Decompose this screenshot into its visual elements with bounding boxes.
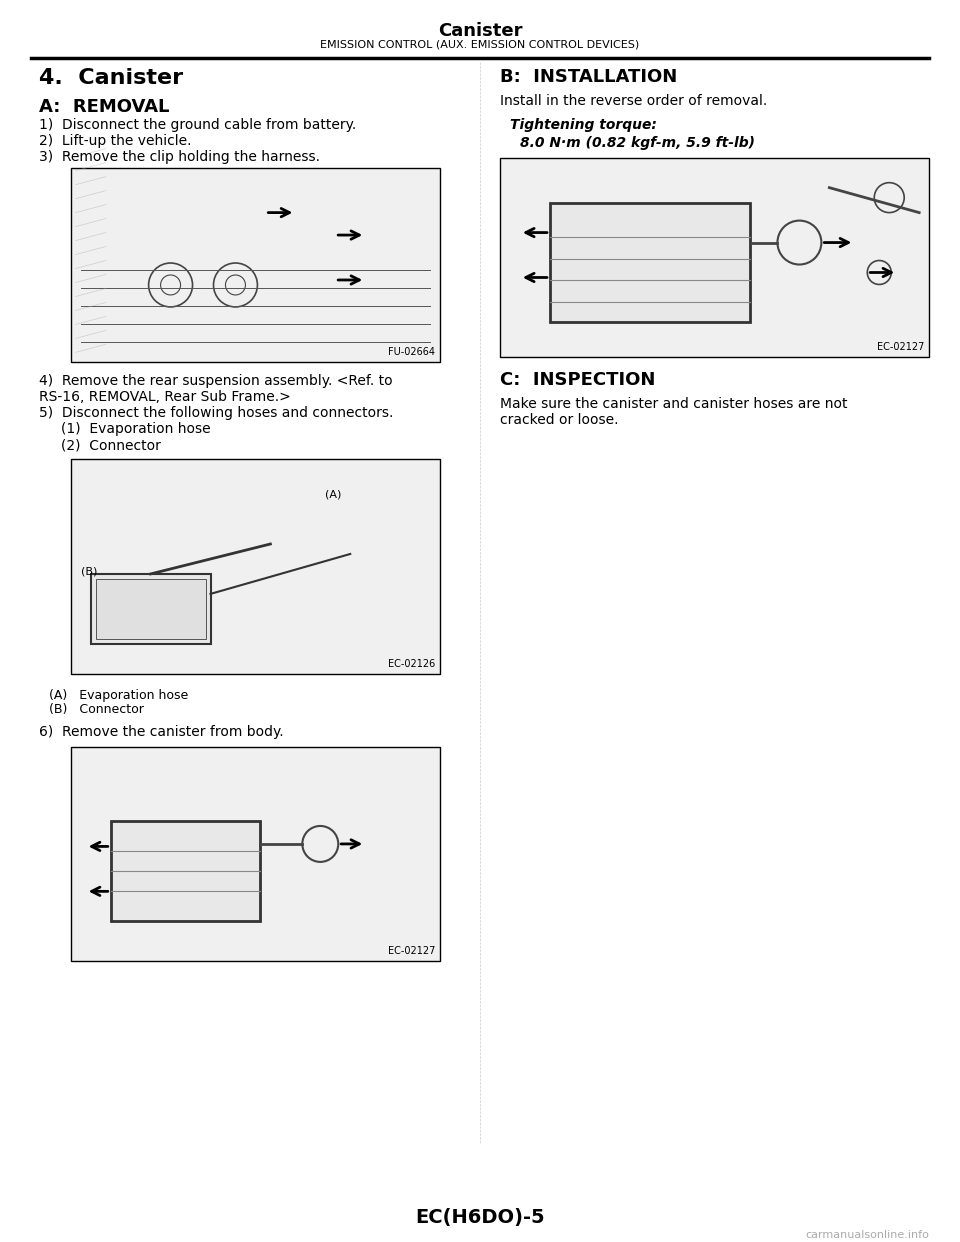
Bar xyxy=(110,821,260,922)
Text: 6)  Remove the canister from body.: 6) Remove the canister from body. xyxy=(38,724,283,739)
Text: Canister: Canister xyxy=(438,22,522,40)
Text: EC-02127: EC-02127 xyxy=(876,343,924,353)
Text: 5)  Disconnect the following hoses and connectors.: 5) Disconnect the following hoses and co… xyxy=(38,406,394,420)
Text: (A)   Evaporation hose: (A) Evaporation hose xyxy=(49,689,188,702)
Bar xyxy=(91,574,210,643)
Text: (1)  Evaporation hose: (1) Evaporation hose xyxy=(38,422,210,436)
Text: cracked or loose.: cracked or loose. xyxy=(500,414,618,427)
Text: 4)  Remove the rear suspension assembly. <Ref. to: 4) Remove the rear suspension assembly. … xyxy=(38,374,393,389)
Text: EMISSION CONTROL (AUX. EMISSION CONTROL DEVICES): EMISSION CONTROL (AUX. EMISSION CONTROL … xyxy=(321,40,639,50)
Bar xyxy=(500,158,929,358)
Text: (A): (A) xyxy=(325,489,342,499)
Text: EC-02126: EC-02126 xyxy=(388,658,435,668)
Text: 1)  Disconnect the ground cable from battery.: 1) Disconnect the ground cable from batt… xyxy=(38,118,356,132)
Bar xyxy=(71,168,440,363)
Text: B:  INSTALLATION: B: INSTALLATION xyxy=(500,68,677,86)
Text: C:  INSPECTION: C: INSPECTION xyxy=(500,371,656,389)
Bar xyxy=(71,460,440,673)
Bar xyxy=(71,746,440,961)
Text: 4.  Canister: 4. Canister xyxy=(38,68,183,88)
Text: Make sure the canister and canister hoses are not: Make sure the canister and canister hose… xyxy=(500,397,848,411)
Text: A:  REMOVAL: A: REMOVAL xyxy=(38,98,169,116)
Bar xyxy=(96,579,205,638)
Text: FU-02664: FU-02664 xyxy=(388,348,435,358)
Text: 2)  Lift-up the vehicle.: 2) Lift-up the vehicle. xyxy=(38,134,191,148)
Text: Tightening torque:: Tightening torque: xyxy=(510,118,657,132)
Text: (B): (B) xyxy=(81,566,97,576)
Text: 3)  Remove the clip holding the harness.: 3) Remove the clip holding the harness. xyxy=(38,150,320,164)
Text: (2)  Connector: (2) Connector xyxy=(38,438,160,452)
Text: EC(H6DO)-5: EC(H6DO)-5 xyxy=(415,1207,545,1227)
Text: (B)   Connector: (B) Connector xyxy=(49,703,144,715)
Text: Install in the reverse order of removal.: Install in the reverse order of removal. xyxy=(500,94,767,108)
Text: EC-02127: EC-02127 xyxy=(388,946,435,956)
Text: RS-16, REMOVAL, Rear Sub Frame.>: RS-16, REMOVAL, Rear Sub Frame.> xyxy=(38,390,291,405)
Text: 8.0 N·m (0.82 kgf-m, 5.9 ft-lb): 8.0 N·m (0.82 kgf-m, 5.9 ft-lb) xyxy=(520,135,755,150)
Bar xyxy=(550,202,750,323)
Text: carmanualsonline.info: carmanualsonline.info xyxy=(805,1230,929,1240)
